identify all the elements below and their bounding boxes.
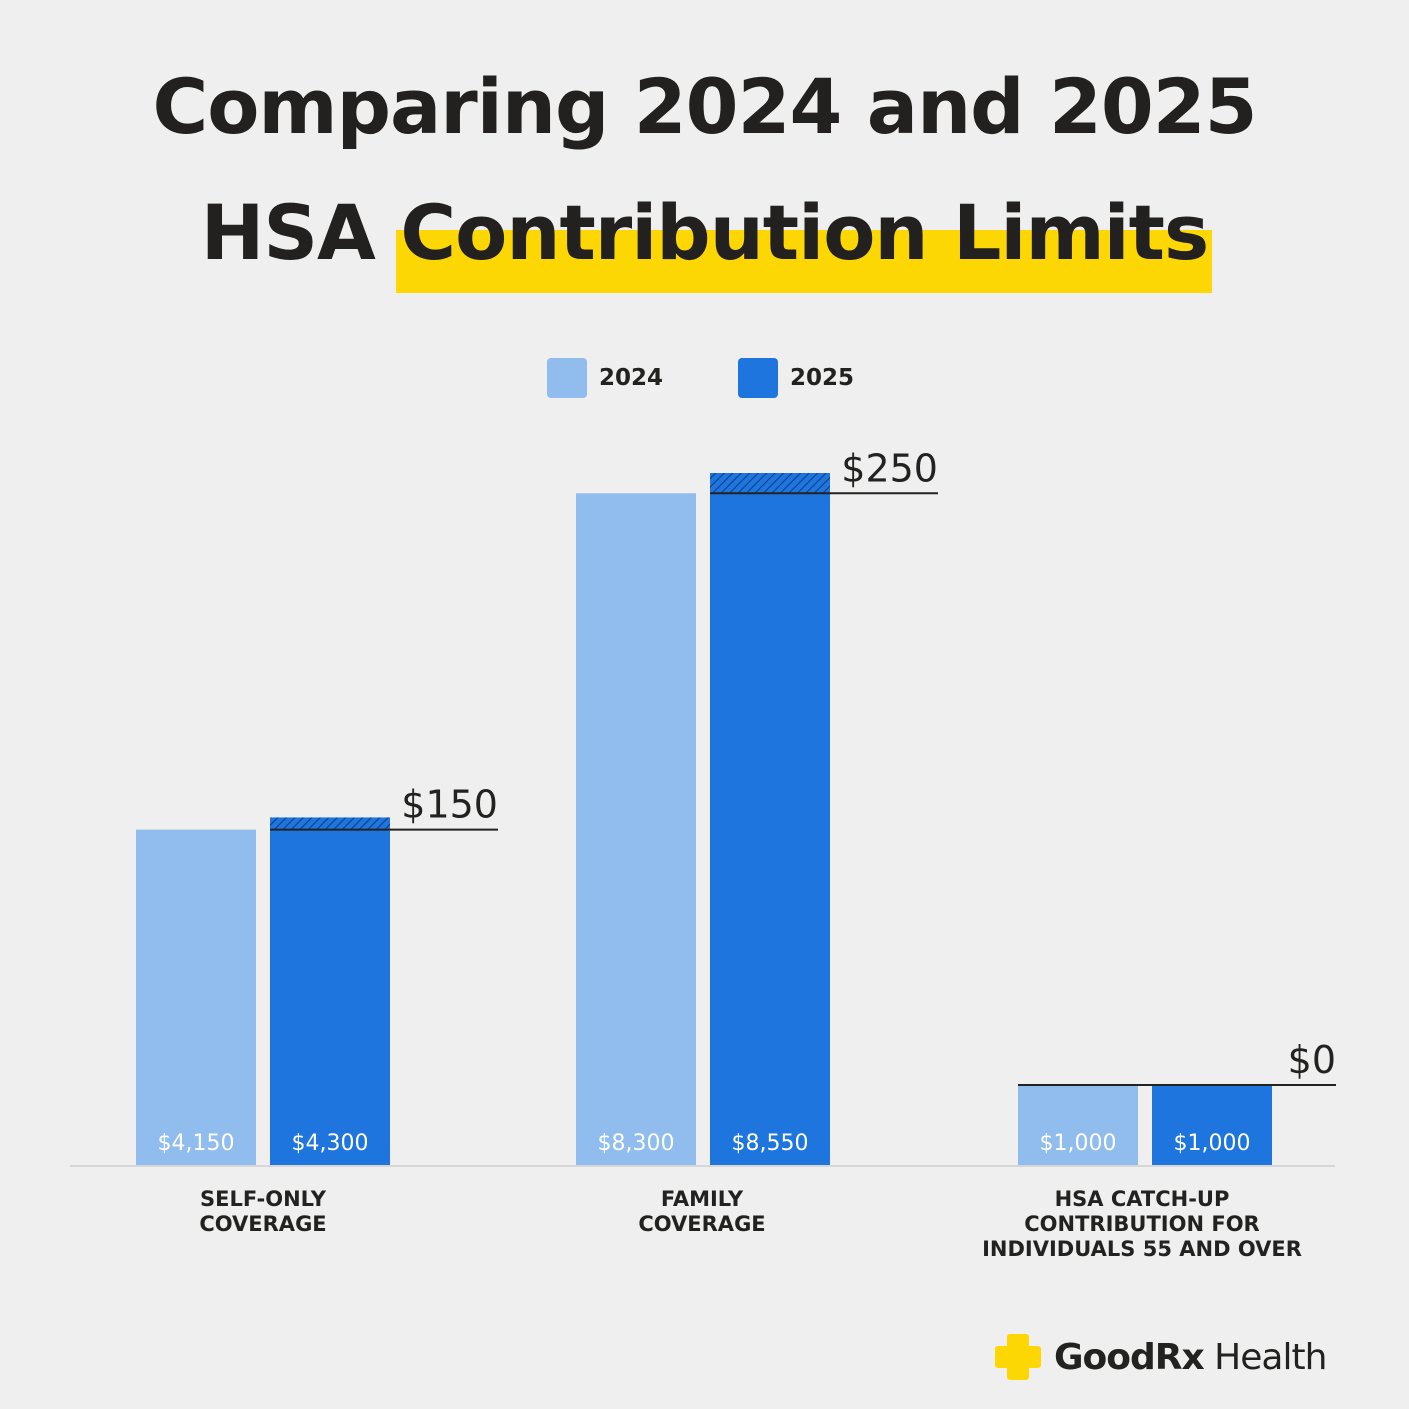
bar-value-label-2024-1: $4,150 (158, 1131, 235, 1156)
brand-name: GoodRx Health (1054, 1336, 1327, 1378)
increase-segment-2 (710, 473, 830, 494)
bar-2024-3 (1018, 1084, 1138, 1166)
legend-swatch-2025 (738, 358, 778, 398)
bar-2024-1 (136, 829, 256, 1166)
bar-value-label-2025-2: $8,550 (732, 1131, 809, 1156)
difference-label-2: $250 (841, 446, 938, 490)
bar-value-label-2025-1: $4,300 (292, 1131, 369, 1156)
category-label-line: HSA CATCH-UP (1054, 1187, 1230, 1211)
title-highlight: Contribution Limits (396, 188, 1213, 293)
increase-segment-1 (270, 817, 390, 830)
title-line-2: HSA Contribution Limits (0, 188, 1409, 293)
legend-label-2025: 2025 (790, 365, 855, 391)
bar-value-label-2024-3: $1,000 (1040, 1131, 1117, 1156)
goodrx-health-logo: GoodRx Health (994, 1333, 1327, 1381)
legend-item-2024: 2024 (547, 358, 663, 398)
title-line-1: Comparing 2024 and 2025 (152, 62, 1257, 151)
title-prefix: HSA (200, 188, 401, 277)
category-label-line: COVERAGE (199, 1212, 327, 1236)
legend-label-2024: 2024 (599, 365, 664, 391)
legend-item-2025: 2025 (738, 358, 854, 398)
legend-swatch-2024 (547, 358, 587, 398)
bars-layer: $4,150 $4,300 $150 $8,300 $8,550 $250 $1,000 $1… (136, 446, 1336, 1166)
category-label-line: INDIVIDUALS 55 AND OVER (982, 1237, 1302, 1261)
category-label-line: FAMILY (660, 1187, 744, 1211)
category-label-3: HSA CATCH-UP CONTRIBUTION FOR INDIVIDUALS … (932, 1187, 1352, 1262)
bar-2024-2 (576, 493, 696, 1166)
category-label-line: COVERAGE (638, 1212, 766, 1236)
difference-label-1: $150 (401, 783, 498, 827)
bar-2025-2 (710, 473, 830, 1166)
plus-icon (995, 1334, 1041, 1380)
category-label-line: CONTRIBUTION FOR (1024, 1212, 1260, 1236)
bar-2025-3 (1152, 1084, 1272, 1166)
bar-2025-1 (270, 817, 390, 1166)
category-label-2: FAMILY COVERAGE (492, 1187, 912, 1237)
brand-name-bold: GoodRx (1054, 1336, 1205, 1378)
bar-value-label-2024-2: $8,300 (598, 1131, 675, 1156)
brand-name-regular: Health (1203, 1336, 1327, 1378)
difference-label-3: $0 (1288, 1038, 1336, 1082)
bar-value-label-2025-3: $1,000 (1174, 1131, 1251, 1156)
category-label-line: SELF-ONLY (199, 1187, 326, 1211)
category-label-1: SELF-ONLY COVERAGE (53, 1187, 473, 1237)
